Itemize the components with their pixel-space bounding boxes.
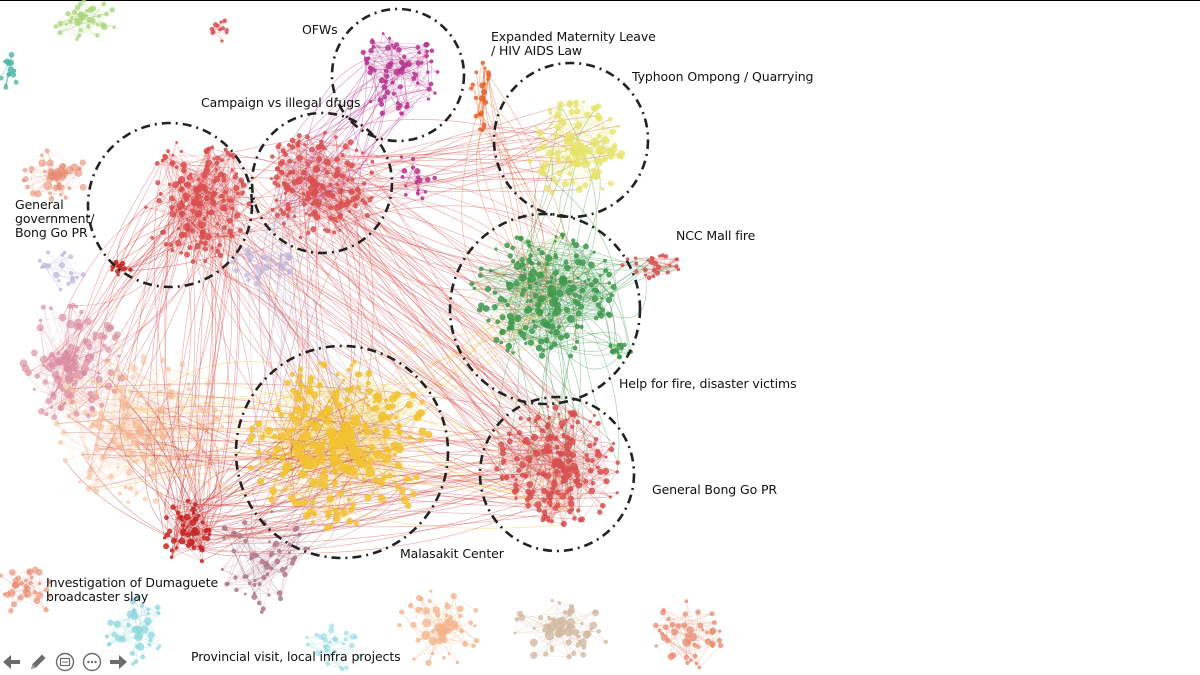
circle-campaign-drugs bbox=[250, 111, 394, 255]
circle-ofws bbox=[330, 7, 466, 143]
slides-icon[interactable] bbox=[55, 652, 75, 672]
label-help-fire: Help for fire, disaster victims bbox=[619, 376, 797, 391]
arrow-left-icon[interactable] bbox=[2, 652, 22, 672]
highlight-circles-layer bbox=[86, 7, 650, 560]
label-campaign-drugs: Campaign vs illegal drugs bbox=[201, 95, 361, 110]
slideshow-toolbar bbox=[0, 650, 140, 674]
label-general-government: General government/ Bong Go PR bbox=[15, 197, 95, 240]
label-maternity-leave: Expanded Maternity Leave / HIV AIDS Law bbox=[491, 29, 656, 58]
circle-malasakit bbox=[234, 344, 450, 560]
label-ncc-mall-fire: NCC Mall fire bbox=[676, 228, 756, 243]
arrow-right-icon[interactable] bbox=[108, 652, 128, 672]
circle-general-bong-go bbox=[478, 395, 636, 553]
circle-general-government bbox=[86, 121, 254, 289]
more-icon[interactable] bbox=[82, 652, 102, 672]
label-typhoon: Typhoon Ompong / Quarrying bbox=[632, 69, 814, 84]
pen-icon[interactable] bbox=[28, 652, 48, 672]
label-general-bong-go: General Bong Go PR bbox=[652, 482, 778, 497]
circle-typhoon bbox=[492, 61, 650, 219]
edges-layer bbox=[0, 0, 721, 670]
circle-ncc-help bbox=[448, 212, 642, 406]
nodes-layer bbox=[0, 0, 724, 672]
label-provincial-visit: Provincial visit, local infra projects bbox=[191, 649, 401, 664]
label-dumaguete: Investigation of Dumaguete broadcaster s… bbox=[46, 575, 219, 604]
top-border bbox=[0, 0, 1200, 1]
label-ofws: OFWs bbox=[302, 22, 338, 37]
label-malasakit: Malasakit Center bbox=[400, 546, 504, 561]
